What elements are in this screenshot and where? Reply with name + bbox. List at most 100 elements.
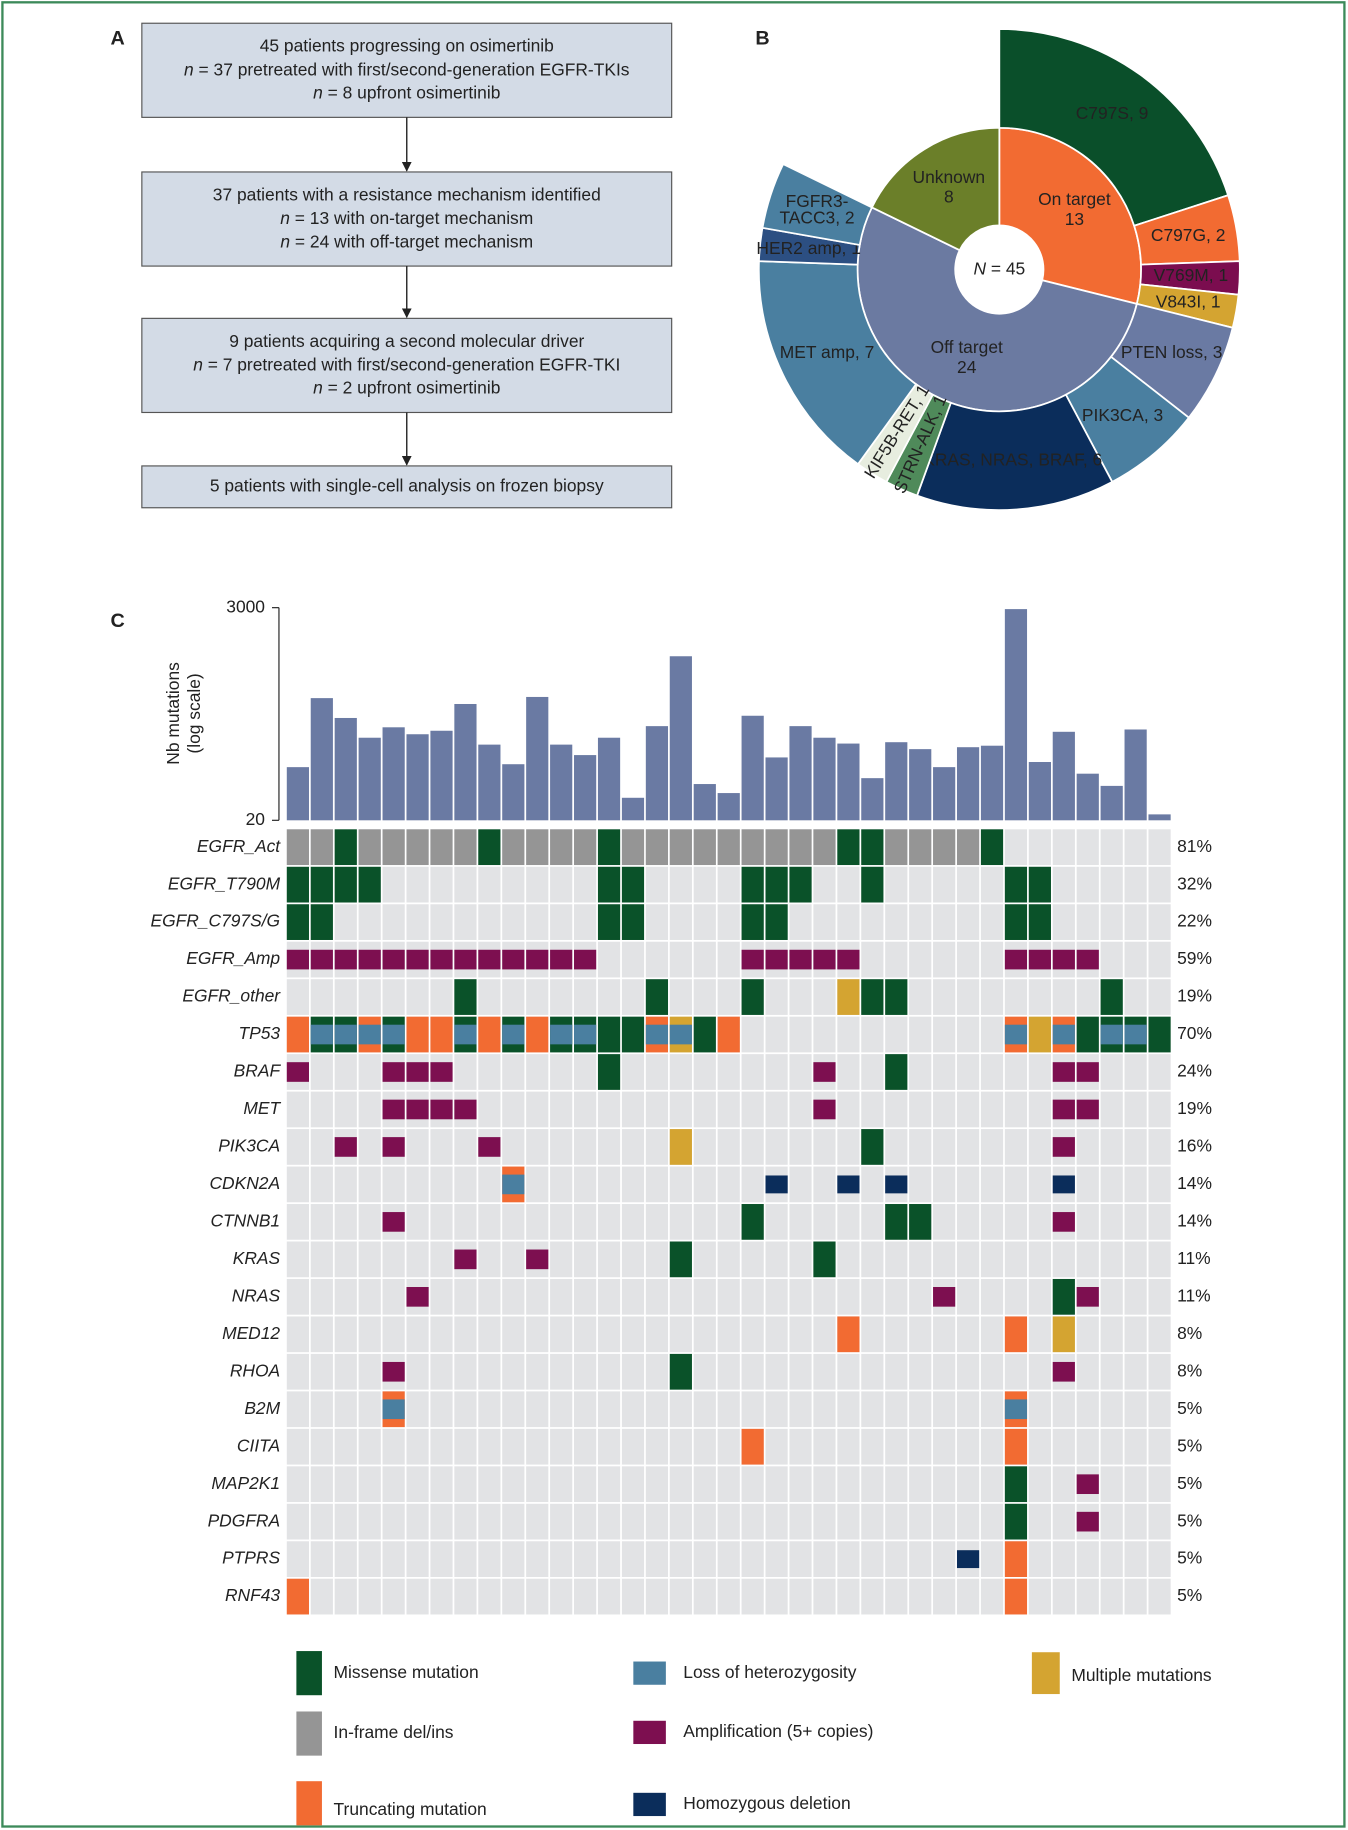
cell-bg (933, 1016, 956, 1053)
cell-bg (669, 1316, 692, 1353)
cell-bg (741, 1091, 764, 1128)
cell-bg (454, 1129, 477, 1165)
alteration (1076, 1511, 1099, 1532)
cell-bg (741, 1241, 764, 1278)
cell-bg (885, 1091, 908, 1128)
alteration (286, 866, 309, 903)
cell-bg (861, 1466, 884, 1503)
cell-bg (621, 1054, 645, 1090)
cell-bg (933, 1391, 956, 1428)
cell-bg (454, 866, 477, 903)
cell-bg (861, 1391, 884, 1428)
cell-bg (526, 1466, 549, 1503)
cell-bg (1004, 979, 1028, 1015)
cell-bg (669, 1054, 692, 1090)
cell-bg (956, 941, 980, 978)
alteration (909, 1204, 932, 1240)
cell-bg (430, 1503, 453, 1540)
gene-label: MAP2K1 (211, 1473, 280, 1493)
cell-bg (454, 1316, 477, 1353)
cell-bg (286, 1391, 309, 1428)
cell-bg (358, 1278, 381, 1315)
cell-bg (382, 979, 405, 1015)
alteration (478, 1016, 501, 1053)
percent-label: 11% (1177, 1248, 1211, 1268)
cell-bg (789, 904, 812, 940)
cell-bg (837, 1541, 860, 1577)
outer-wedge (998, 28, 1230, 227)
bar (1028, 762, 1051, 821)
cell-bg (286, 1166, 309, 1203)
alteration (574, 1024, 597, 1045)
cell-bg (1124, 1278, 1147, 1315)
cell-bg (909, 1541, 932, 1577)
alteration (885, 829, 908, 866)
cell-bg (741, 1466, 764, 1503)
cell-bg (597, 1241, 621, 1278)
cell-bg (1052, 904, 1075, 940)
cell-bg (1124, 1316, 1147, 1353)
cell-bg (597, 1503, 621, 1540)
cell-bg (502, 1541, 525, 1577)
bar (550, 744, 573, 821)
bar (789, 726, 812, 821)
alteration (502, 1174, 525, 1195)
cell-bg (717, 1278, 740, 1315)
legend-label: Amplification (5+ copies) (683, 1721, 873, 1741)
cell-bg (1124, 866, 1147, 903)
bar (765, 757, 788, 821)
alteration (382, 829, 405, 866)
cell-bg (1028, 1316, 1051, 1353)
alteration (334, 949, 357, 970)
outer-label: HER2 amp, 1 (756, 238, 860, 258)
cell-bg (430, 1391, 453, 1428)
cell-bg (765, 1129, 788, 1165)
flow-text: n = 2 upfront osimertinib (313, 377, 500, 397)
cell-bg (358, 1503, 381, 1540)
flow-text: n = 24 with off-target mechanism (280, 231, 533, 251)
alteration (502, 949, 525, 970)
cell-bg (406, 1166, 429, 1203)
alteration (286, 1578, 309, 1615)
cell-bg (933, 1466, 956, 1503)
alteration (956, 829, 980, 866)
cell-bg (669, 904, 692, 940)
alteration (1004, 1466, 1028, 1503)
alteration (1076, 1474, 1099, 1495)
cell-bg (956, 1353, 980, 1390)
cell-bg (645, 1241, 669, 1278)
alteration (645, 1024, 669, 1045)
cell-bg (358, 1353, 381, 1390)
flow-box (141, 317, 673, 414)
cell-bg (430, 1316, 453, 1353)
cell-bg (645, 1278, 669, 1315)
cell-bg (526, 1204, 549, 1240)
cell-bg (358, 1241, 381, 1278)
cell-bg (909, 866, 932, 903)
cell-bg (1052, 866, 1075, 903)
alteration (885, 1204, 908, 1240)
alteration (430, 1062, 453, 1082)
y-tick-label: 20 (246, 809, 265, 829)
cell-bg (693, 1316, 716, 1353)
legend-label: Multiple mutations (1071, 1665, 1212, 1685)
cell-bg (454, 904, 477, 940)
cell-bg (358, 1316, 381, 1353)
gene-label: PTPRS (222, 1548, 280, 1568)
outer-label: V769M, 1 (1154, 265, 1229, 285)
cell-bg (909, 1391, 932, 1428)
cell-bg (861, 1166, 884, 1203)
cell-bg (933, 1241, 956, 1278)
alteration (358, 866, 381, 903)
cell-bg (1148, 1541, 1171, 1577)
alteration (1100, 979, 1123, 1015)
bar (454, 703, 477, 821)
cell-bg (956, 1129, 980, 1165)
cell-bg (1148, 979, 1171, 1015)
cell-bg (980, 866, 1004, 903)
cell-bg (1124, 1129, 1147, 1165)
cell-bg (406, 979, 429, 1015)
cell-bg (741, 1054, 764, 1090)
cell-bg (909, 979, 932, 1015)
cell-bg (334, 1204, 357, 1240)
